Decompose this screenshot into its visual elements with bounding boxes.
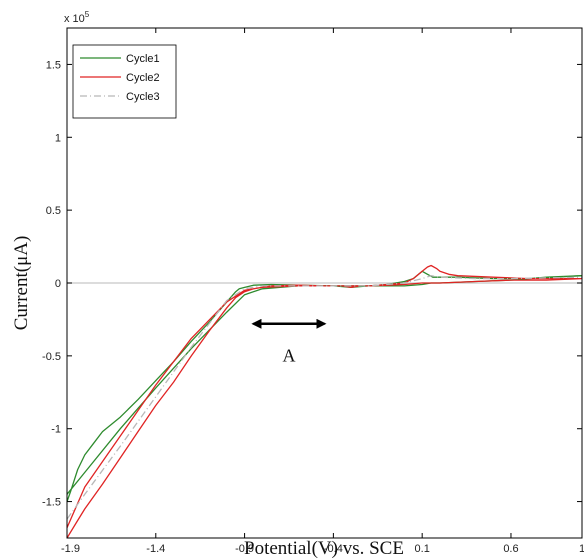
y-tick-label: 0 xyxy=(55,278,61,290)
y-tick-label: 1.5 xyxy=(46,59,61,71)
annotation: A xyxy=(251,318,327,366)
x-tick-label: -0.9 xyxy=(235,543,254,555)
y-tick-label: -1 xyxy=(51,424,61,436)
x-tick-label: -0.4 xyxy=(324,543,343,555)
x-tick-label: 0.1 xyxy=(415,543,430,555)
legend: Cycle1 Cycle2 Cycle3 xyxy=(72,44,177,119)
legend-label-cycle2: Cycle2 xyxy=(126,72,160,84)
series-line-cycle2 xyxy=(67,264,582,538)
series-line-cycle3 xyxy=(67,275,582,520)
y-tick-label: 1 xyxy=(55,132,61,144)
legend-box xyxy=(72,44,177,119)
y-multiplier: x 105 xyxy=(64,10,90,25)
annotation-label: A xyxy=(282,346,295,366)
legend-label-cycle3: Cycle3 xyxy=(126,91,160,103)
legend-label-cycle1: Cycle1 xyxy=(126,53,160,65)
x-tick-label: -1.4 xyxy=(146,543,165,555)
y-axis-title: Current(μA) xyxy=(11,236,32,331)
x-axis-title: Potential(V) vs. SCE xyxy=(244,538,404,558)
x-tick-label: -1.9 xyxy=(61,543,80,555)
y-tick-label: 0.5 xyxy=(46,205,61,217)
x-tick-label: 0.6 xyxy=(503,543,518,555)
x-tick-label: 1 xyxy=(579,543,584,555)
y-tick-label: -1.5 xyxy=(42,497,61,509)
y-tick-label: -0.5 xyxy=(42,351,61,363)
